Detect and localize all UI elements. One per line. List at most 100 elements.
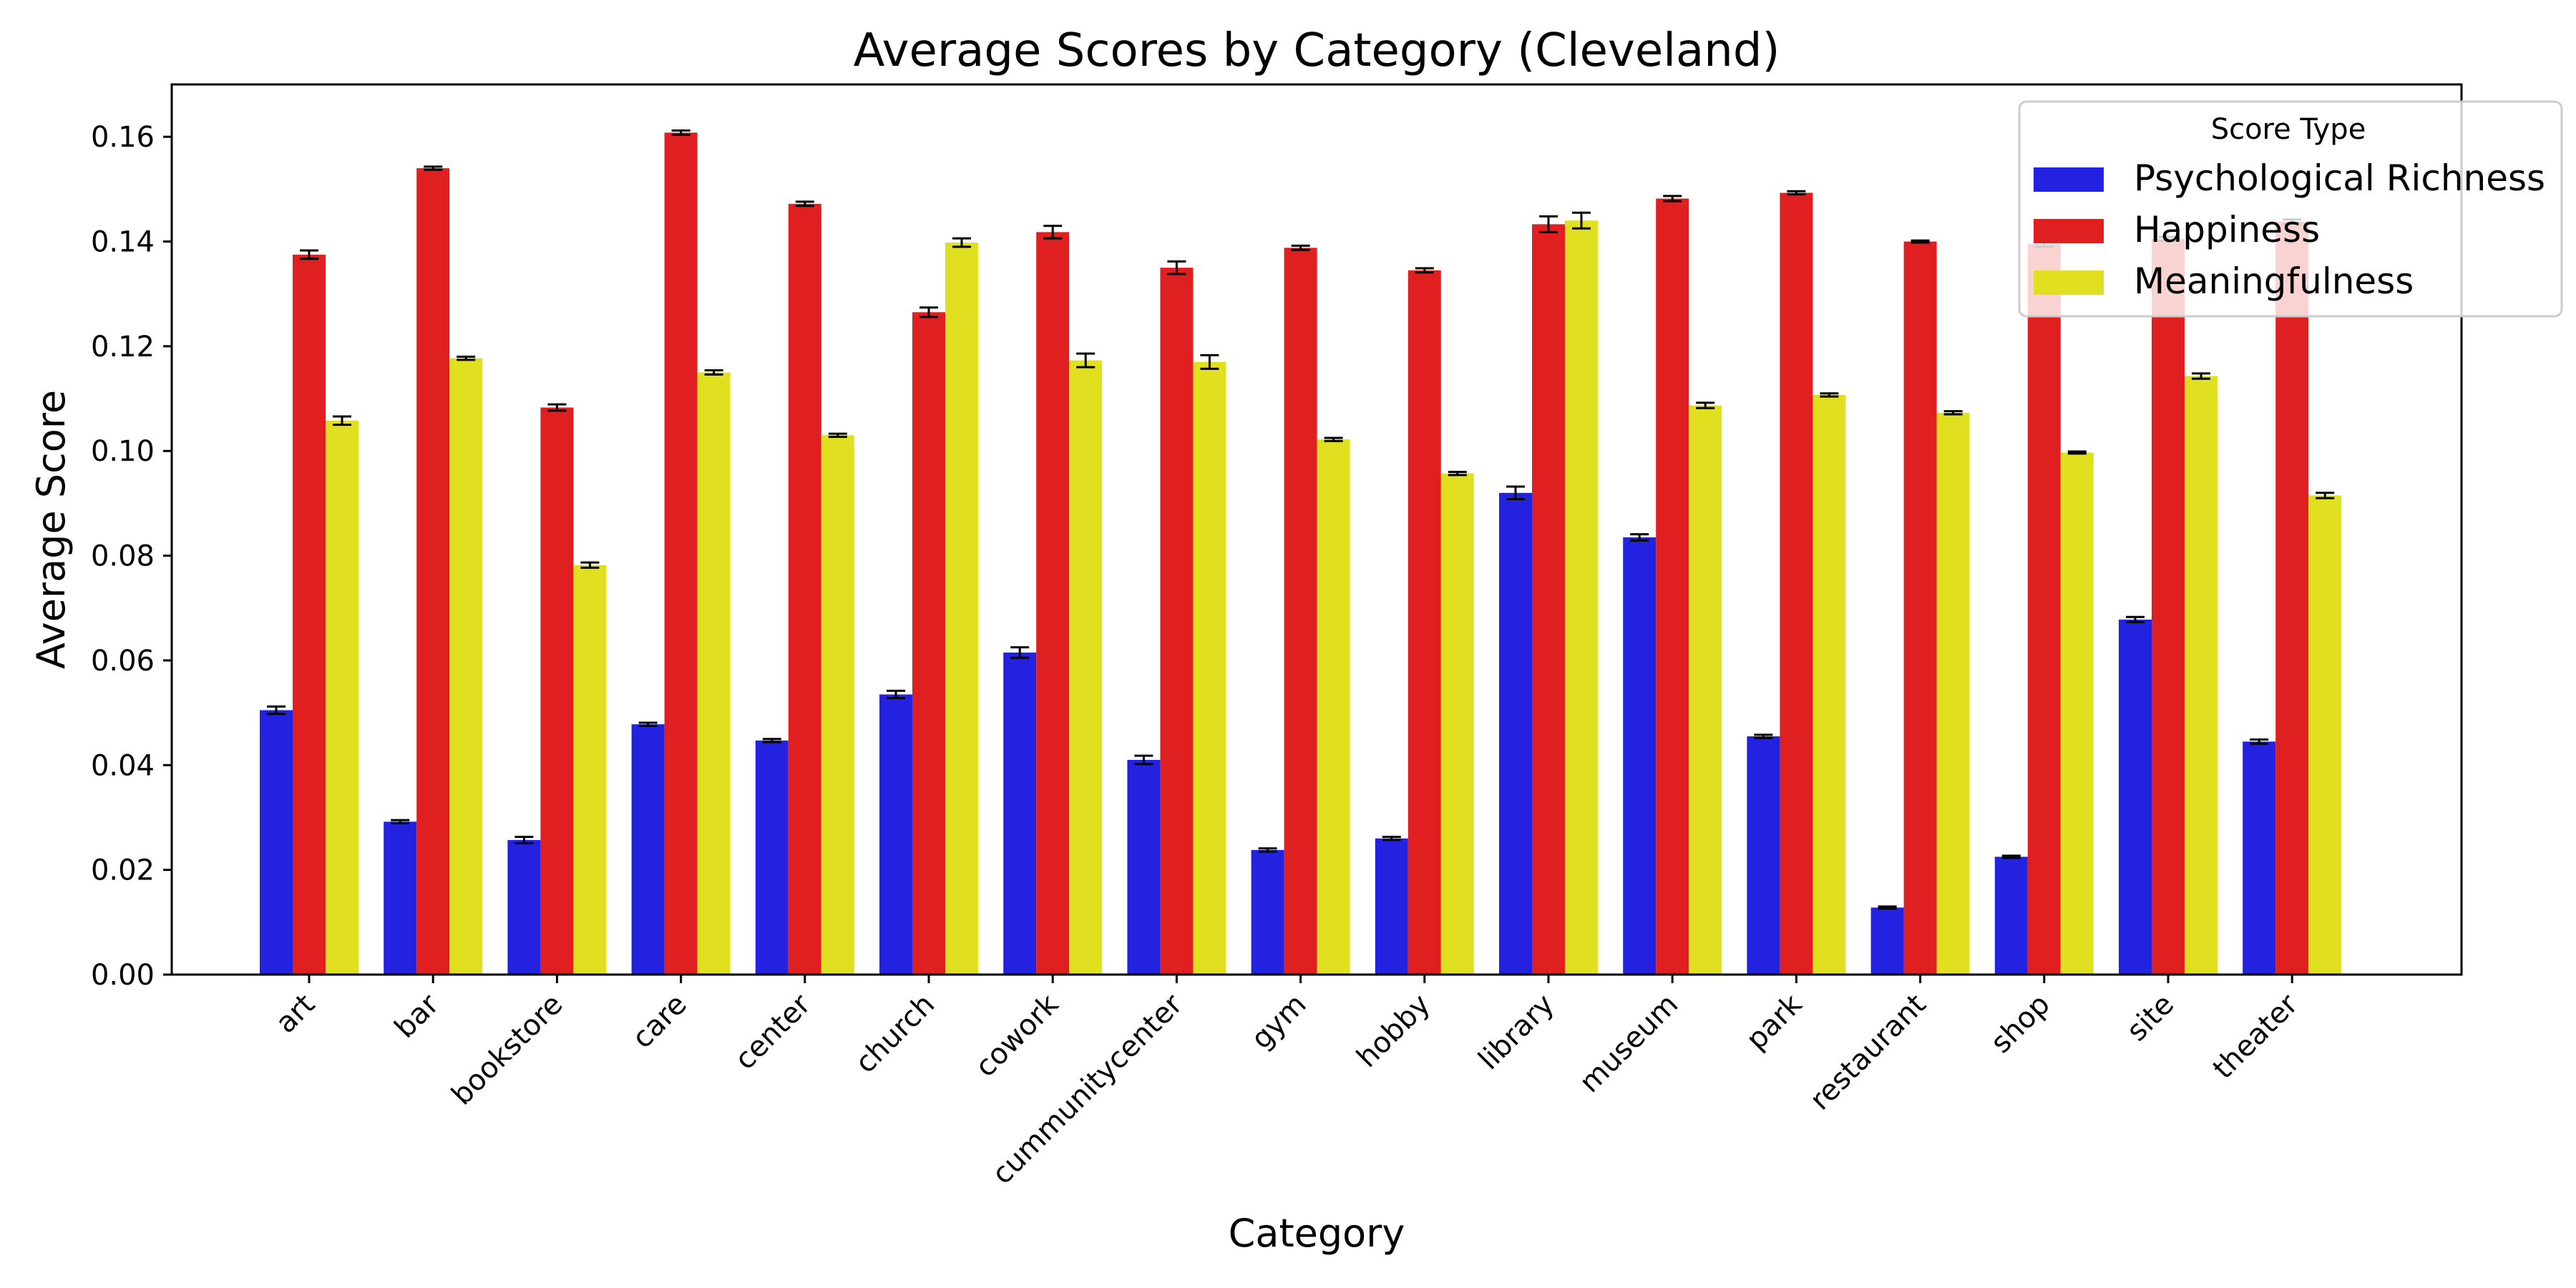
bar-cowork-psychological-richness bbox=[1003, 652, 1037, 975]
bar-cowork-happiness bbox=[1036, 232, 1070, 975]
error-bar-museum-happiness bbox=[1663, 195, 1682, 203]
chart-title: Average Scores by Category (Cleveland) bbox=[854, 24, 1780, 77]
error-bars-layer bbox=[267, 129, 2335, 910]
error-bar-art-happiness bbox=[300, 249, 318, 260]
legend-swatch bbox=[2034, 167, 2104, 192]
bar-cowork-meaningfulness bbox=[1069, 360, 1103, 975]
bar-shop-meaningfulness bbox=[2060, 452, 2094, 975]
error-bar-bookstore-psychological-richness bbox=[514, 836, 534, 844]
x-axis-title: Category bbox=[1229, 1211, 1405, 1256]
bar-cummunitycenter-happiness bbox=[1160, 268, 1194, 975]
bar-hobby-meaningfulness bbox=[1440, 473, 1474, 975]
bar-park-psychological-richness bbox=[1747, 736, 1780, 975]
bar-care-happiness bbox=[664, 132, 698, 975]
error-bar-restaurant-psychological-richness bbox=[1878, 905, 1897, 910]
bar-art-happiness bbox=[293, 254, 326, 975]
error-bar-cowork-happiness bbox=[1043, 225, 1063, 240]
y-tick-label: 0.04 bbox=[91, 749, 155, 782]
bar-site-happiness bbox=[2152, 238, 2185, 975]
bar-museum-happiness bbox=[1656, 198, 1689, 975]
error-bar-hobby-psychological-richness bbox=[1382, 836, 1401, 841]
error-bar-church-happiness bbox=[919, 306, 938, 318]
bar-bookstore-psychological-richness bbox=[507, 839, 541, 975]
bar-care-psychological-richness bbox=[631, 724, 665, 975]
bar-center-psychological-richness bbox=[755, 740, 789, 975]
bar-museum-meaningfulness bbox=[1689, 405, 1722, 975]
legend-label: Meaningfulness bbox=[2134, 260, 2414, 302]
error-bar-cummunitycenter-meaningfulness bbox=[1200, 353, 1219, 370]
bar-cummunitycenter-psychological-richness bbox=[1127, 759, 1161, 975]
error-bar-theater-meaningfulness bbox=[2316, 492, 2335, 499]
error-bar-bookstore-meaningfulness bbox=[580, 561, 600, 569]
bar-gym-psychological-richness bbox=[1251, 849, 1284, 975]
bar-gym-happiness bbox=[1284, 248, 1317, 975]
error-bar-library-psychological-richness bbox=[1506, 485, 1525, 501]
bar-art-psychological-richness bbox=[260, 710, 293, 975]
bar-shop-psychological-richness bbox=[1994, 857, 2028, 975]
bar-park-happiness bbox=[1780, 192, 1813, 975]
legend-label: Happiness bbox=[2134, 209, 2320, 250]
error-bar-park-happiness bbox=[1787, 190, 1806, 196]
bar-theater-meaningfulness bbox=[2308, 495, 2342, 975]
bar-library-psychological-richness bbox=[1499, 492, 1532, 975]
bar-restaurant-meaningfulness bbox=[1936, 412, 1970, 975]
error-bar-cowork-meaningfulness bbox=[1076, 352, 1096, 369]
bar-center-happiness bbox=[788, 203, 821, 975]
bar-park-meaningfulness bbox=[1813, 394, 1846, 975]
bar-cummunitycenter-meaningfulness bbox=[1193, 361, 1226, 975]
error-bar-restaurant-happiness bbox=[1911, 239, 1930, 244]
y-axis-title: Average Score bbox=[29, 390, 74, 669]
error-bar-cummunitycenter-psychological-richness bbox=[1134, 754, 1153, 766]
bar-bookstore-happiness bbox=[540, 407, 574, 975]
legend-swatch bbox=[2034, 270, 2104, 295]
error-bar-center-psychological-richness bbox=[762, 738, 781, 743]
error-bar-bar-happiness bbox=[424, 165, 443, 171]
error-bar-hobby-happiness bbox=[1415, 267, 1434, 274]
bar-church-happiness bbox=[912, 312, 945, 975]
legend-title: Score Type bbox=[2211, 113, 2366, 146]
y-tick-label: 0.06 bbox=[91, 645, 155, 678]
error-bar-library-happiness bbox=[1539, 215, 1558, 233]
error-bar-gym-psychological-richness bbox=[1258, 847, 1277, 853]
legend-item-psychological-richness: Psychological Richness bbox=[2034, 157, 2545, 199]
error-bar-park-meaningfulness bbox=[1820, 392, 1839, 398]
y-tick-label: 0.00 bbox=[91, 959, 155, 992]
error-bar-site-psychological-richness bbox=[2126, 615, 2145, 624]
bar-hobby-psychological-richness bbox=[1375, 838, 1408, 975]
legend-box bbox=[2018, 100, 2563, 318]
plot-area-frame bbox=[170, 83, 2463, 976]
bar-restaurant-psychological-richness bbox=[1870, 907, 1904, 975]
bar-church-psychological-richness bbox=[879, 694, 912, 975]
bar-museum-psychological-richness bbox=[1623, 537, 1657, 975]
error-bar-restaurant-meaningfulness bbox=[1943, 410, 1963, 416]
error-bar-museum-meaningfulness bbox=[1696, 401, 1715, 409]
error-bar-theater-psychological-richness bbox=[2250, 738, 2269, 745]
bar-shop-happiness bbox=[2027, 244, 2061, 975]
error-bar-center-meaningfulness bbox=[828, 432, 847, 438]
bar-care-meaningfulness bbox=[697, 372, 731, 975]
error-bar-library-meaningfulness bbox=[1572, 211, 1591, 230]
bar-bookstore-meaningfulness bbox=[573, 565, 607, 975]
bar-bar-meaningfulness bbox=[449, 358, 483, 975]
y-tick-label: 0.12 bbox=[91, 331, 155, 364]
error-bar-care-psychological-richness bbox=[638, 721, 658, 727]
legend-item-meaningfulness: Meaningfulness bbox=[2034, 260, 2414, 302]
error-bar-site-meaningfulness bbox=[2192, 372, 2210, 380]
y-tick-label: 0.16 bbox=[91, 121, 155, 154]
y-tick-label: 0.02 bbox=[91, 854, 155, 887]
bar-church-meaningfulness bbox=[945, 242, 978, 975]
error-bar-art-meaningfulness bbox=[333, 415, 351, 426]
bar-center-meaningfulness bbox=[821, 435, 854, 975]
bar-library-meaningfulness bbox=[1565, 220, 1598, 975]
bar-art-meaningfulness bbox=[326, 420, 358, 975]
error-bar-care-meaningfulness bbox=[704, 369, 723, 376]
bar-site-psychological-richness bbox=[2119, 619, 2152, 975]
error-bar-shop-psychological-richness bbox=[2001, 854, 2021, 859]
error-bar-gym-meaningfulness bbox=[1324, 436, 1343, 442]
bar-theater-psychological-richness bbox=[2243, 741, 2276, 975]
error-bar-cowork-psychological-richness bbox=[1010, 646, 1030, 659]
error-bar-church-psychological-richness bbox=[887, 689, 905, 700]
y-tick-label: 0.14 bbox=[91, 226, 155, 259]
